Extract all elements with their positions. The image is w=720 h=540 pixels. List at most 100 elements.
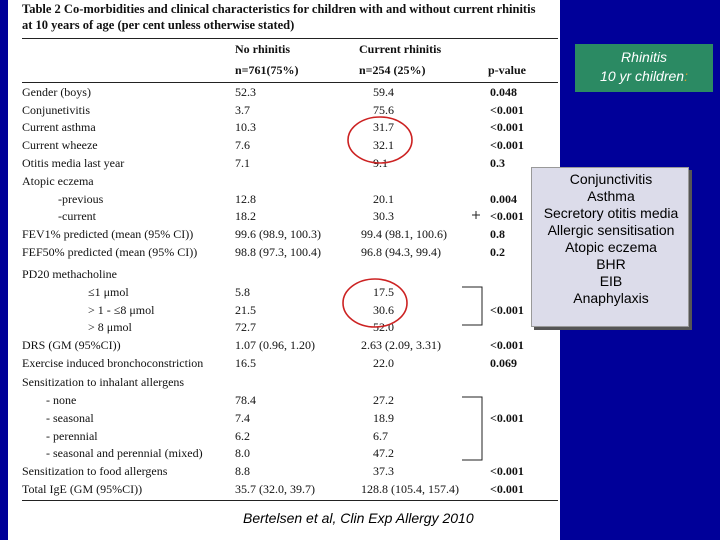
- row-current-rhinitis: 27.2: [373, 393, 394, 407]
- row-label: - none: [46, 393, 77, 407]
- row-no-rhinitis: 98.8 (97.3, 100.4): [235, 245, 321, 259]
- row-no-rhinitis: 99.6 (98.9, 100.3): [235, 227, 321, 241]
- row-pvalue: <0.001: [490, 138, 524, 152]
- row-pvalue: <0.001: [490, 303, 524, 317]
- header-current-rhinitis-n: n=254 (25%): [359, 63, 426, 77]
- row-pvalue: 0.004: [490, 192, 517, 206]
- row-no-rhinitis: 5.8: [235, 285, 250, 299]
- rhinitis-title-box: Rhinitis 10 yr children:: [575, 44, 713, 92]
- table-caption-line1: Table 2 Co-morbidities and clinical char…: [22, 2, 536, 16]
- row-label: FEV1% predicted (mean (95% CI)): [22, 227, 194, 241]
- row-current-rhinitis: 128.8 (105.4, 157.4): [361, 482, 459, 496]
- row-label: -current: [58, 209, 96, 223]
- comorbidity-item: EIB: [599, 273, 623, 289]
- row-pvalue: 0.2: [490, 245, 505, 259]
- row-label: FEF50% predicted (mean (95% CI)): [22, 245, 198, 259]
- row-current-rhinitis: 37.3: [373, 464, 394, 478]
- citation: Bertelsen et al, Clin Exp Allergy 2010: [243, 510, 474, 526]
- row-label: ≤1 μmol: [88, 285, 129, 299]
- row-no-rhinitis: 3.7: [235, 103, 250, 117]
- row-pvalue: <0.001: [490, 103, 524, 117]
- header-pvalue: p-value: [488, 63, 527, 77]
- comorbidity-item: Atopic eczema: [565, 239, 657, 255]
- header-current-rhinitis: Current rhinitis: [359, 42, 442, 56]
- row-pvalue: <0.001: [490, 482, 524, 496]
- row-no-rhinitis: 18.2: [235, 209, 256, 223]
- row-current-rhinitis: 30.3: [373, 209, 394, 223]
- table-rule-bottom: [22, 500, 558, 501]
- row-label: Total IgE (GM (95%CI)): [22, 482, 143, 496]
- row-label: DRS (GM (95%CI)): [22, 338, 121, 352]
- comorbidity-item: Allergic sensitisation: [547, 222, 675, 238]
- row-label: Gender (boys): [22, 85, 91, 99]
- row-no-rhinitis: 1.07 (0.96, 1.20): [235, 338, 315, 352]
- row-pvalue: <0.001: [490, 209, 524, 223]
- row-pvalue: <0.001: [490, 120, 524, 134]
- row-no-rhinitis: 12.8: [235, 192, 256, 206]
- row-pvalue: 0.069: [490, 356, 517, 370]
- row-current-rhinitis: 6.7: [373, 429, 388, 443]
- row-no-rhinitis: 10.3: [235, 120, 256, 134]
- header-no-rhinitis-n: n=761(75%): [235, 63, 299, 77]
- table-rule-top: [22, 38, 558, 39]
- row-label: Current asthma: [22, 120, 96, 134]
- row-pvalue: 0.8: [490, 227, 505, 241]
- row-label: - perennial: [46, 429, 98, 443]
- table-image: Table 2 Co-morbidities and clinical char…: [8, 0, 560, 540]
- row-current-rhinitis: 75.6: [373, 103, 394, 117]
- header-no-rhinitis: No rhinitis: [235, 42, 291, 56]
- comorbidity-item: Conjunctivitis: [569, 171, 653, 187]
- row-no-rhinitis: 7.4: [235, 411, 250, 425]
- row-label: Exercise induced bronchoconstriction: [22, 356, 204, 370]
- comorbidity-item: BHR: [596, 256, 626, 272]
- row-no-rhinitis: 35.7 (32.0, 39.7): [235, 482, 315, 496]
- row-no-rhinitis: 52.3: [235, 85, 256, 99]
- row-no-rhinitis: 16.5: [235, 356, 256, 370]
- highlight-circle-asthma-wheeze: [347, 116, 413, 164]
- row-current-rhinitis: 47.2: [373, 446, 394, 460]
- row-label: -previous: [58, 192, 104, 206]
- row-label: > 1 - ≤8 μmol: [88, 303, 155, 317]
- row-label: Sensitization to food allergens: [22, 464, 168, 478]
- row-pvalue: <0.001: [490, 411, 524, 425]
- row-pvalue: 0.048: [490, 85, 517, 99]
- row-no-rhinitis: 8.8: [235, 464, 250, 478]
- row-label: Otitis media last year: [22, 156, 125, 170]
- table-caption-line2: at 10 years of age (per cent unless othe…: [22, 18, 295, 32]
- row-no-rhinitis: 7.1: [235, 156, 250, 170]
- row-current-rhinitis: 17.5: [373, 285, 394, 299]
- comorbidity-list-box: Conjunctivitis Asthma Secretory otitis med…: [531, 167, 689, 327]
- row-label: Conjunetivitis: [22, 103, 91, 117]
- table-rule-header: [22, 82, 558, 83]
- rhinitis-subtitle-colon: :: [684, 68, 688, 84]
- rhinitis-subtitle: 10 yr children:: [575, 67, 713, 86]
- row-pvalue: <0.001: [490, 464, 524, 478]
- tick-mark: [472, 211, 480, 219]
- comorbidity-item: Secretory otitis media: [543, 205, 679, 221]
- row-current-rhinitis: 20.1: [373, 192, 394, 206]
- row-pvalue: 0.3: [490, 156, 505, 170]
- row-no-rhinitis: 78.4: [235, 393, 256, 407]
- rhinitis-title: Rhinitis: [621, 49, 667, 65]
- row-current-rhinitis: 22.0: [373, 356, 394, 370]
- row-label: Atopic eczema: [22, 174, 94, 188]
- row-label: Sensitization to inhalant allergens: [22, 375, 185, 389]
- row-label: Current wheeze: [22, 138, 98, 152]
- row-current-rhinitis: 2.63 (2.09, 3.31): [361, 338, 441, 352]
- row-no-rhinitis: 72.7: [235, 320, 256, 334]
- bracket-pd20: [462, 286, 483, 326]
- row-label: PD20 methacholine: [22, 267, 117, 281]
- row-no-rhinitis: 8.0: [235, 446, 250, 460]
- row-label: - seasonal and perennial (mixed): [46, 446, 203, 460]
- row-no-rhinitis: 21.5: [235, 303, 256, 317]
- row-label: > 8 μmol: [88, 320, 132, 334]
- row-no-rhinitis: 7.6: [235, 138, 250, 152]
- highlight-circle-pd20: [342, 278, 408, 328]
- rhinitis-subtitle-text: 10 yr children: [600, 68, 685, 84]
- row-pvalue: <0.001: [490, 338, 524, 352]
- row-current-rhinitis: 32.1: [373, 138, 394, 152]
- bracket-inhalant: [462, 396, 483, 461]
- row-current-rhinitis: 99.4 (98.1, 100.6): [361, 227, 447, 241]
